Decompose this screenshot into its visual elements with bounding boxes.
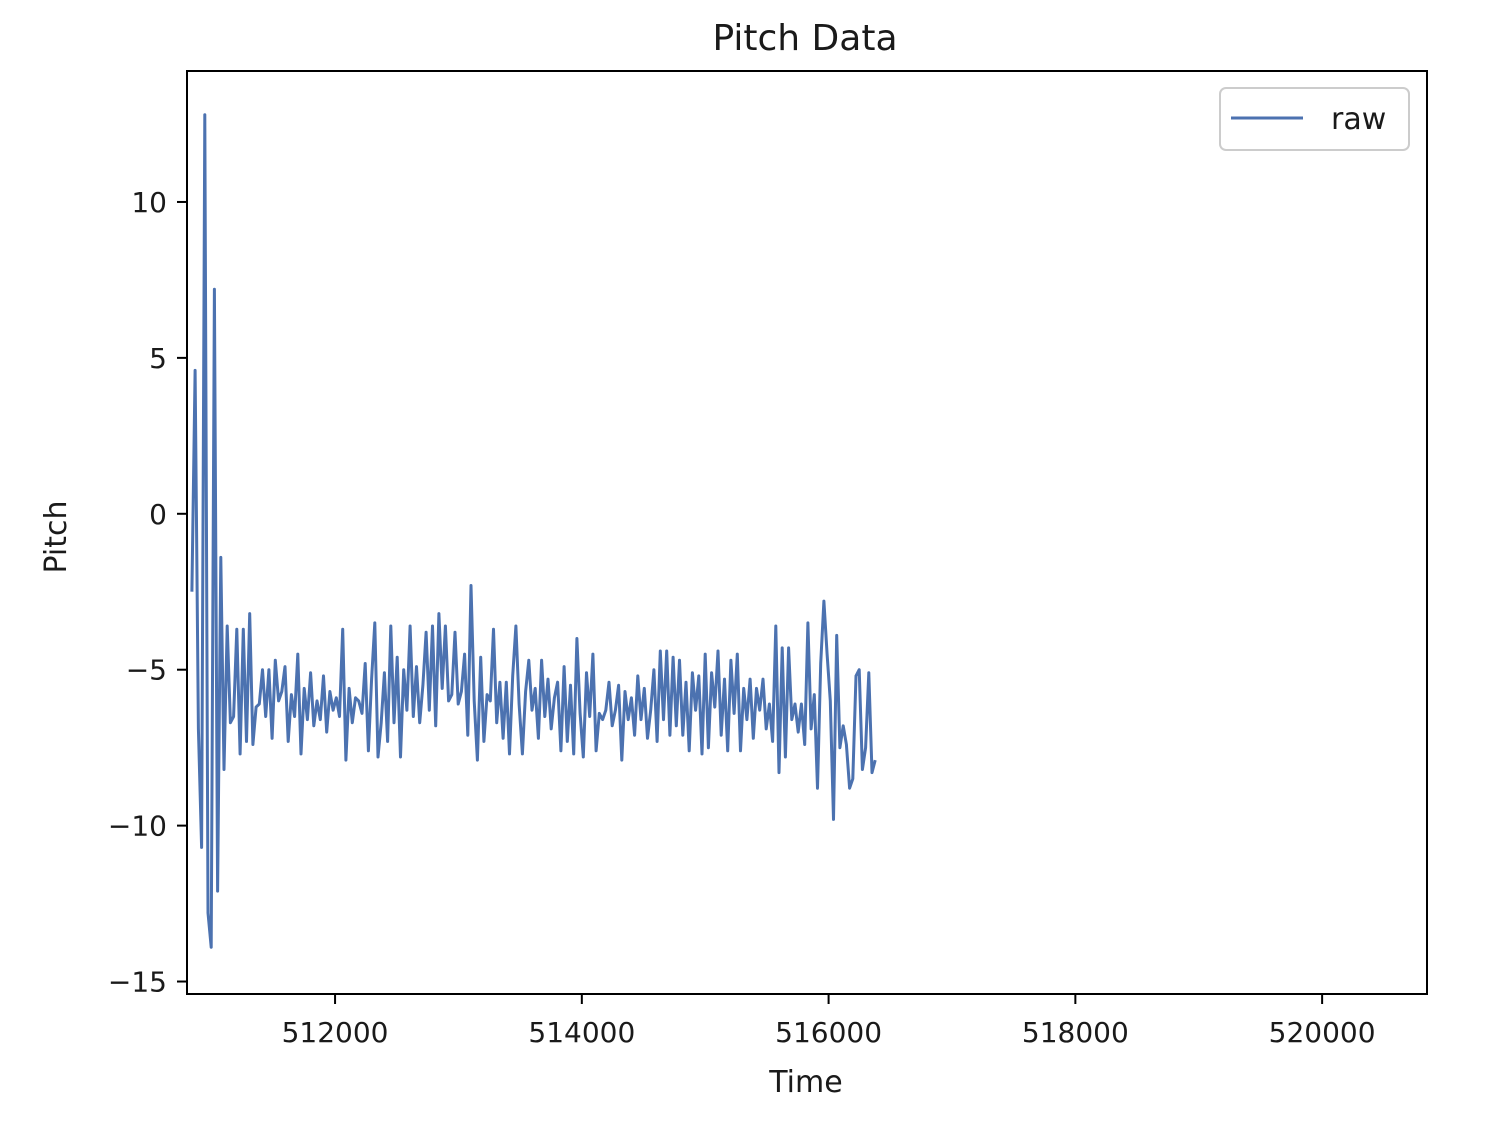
legend-box	[1219, 87, 1410, 151]
x-tick-label: 514000	[528, 1016, 635, 1049]
x-tick-label: 518000	[1022, 1016, 1129, 1049]
y-axis: 10 5 0 −5 −10 −15	[108, 186, 187, 999]
y-tick-label: −5	[126, 654, 167, 687]
legend-label-raw: raw	[1331, 102, 1386, 137]
x-axis: 512000 514000 516000 518000 520000	[282, 994, 1376, 1049]
chart-title: Pitch Data	[712, 18, 897, 59]
x-tick-label: 520000	[1269, 1016, 1376, 1049]
x-tick-label: 512000	[282, 1016, 389, 1049]
x-axis-label: Time	[768, 1065, 842, 1100]
plot-frame	[186, 70, 1428, 995]
y-tick-label: −15	[108, 966, 167, 999]
x-tick-label: 516000	[775, 1016, 882, 1049]
y-tick-label: −10	[108, 810, 167, 843]
y-tick-label: 10	[131, 186, 167, 219]
series-layer	[190, 113, 877, 949]
y-tick-label: 0	[149, 498, 167, 531]
y-tick-label: 5	[149, 342, 167, 375]
y-axis-label: Pitch	[39, 500, 74, 573]
series-line-raw	[190, 113, 877, 949]
legend: raw	[1219, 87, 1410, 151]
